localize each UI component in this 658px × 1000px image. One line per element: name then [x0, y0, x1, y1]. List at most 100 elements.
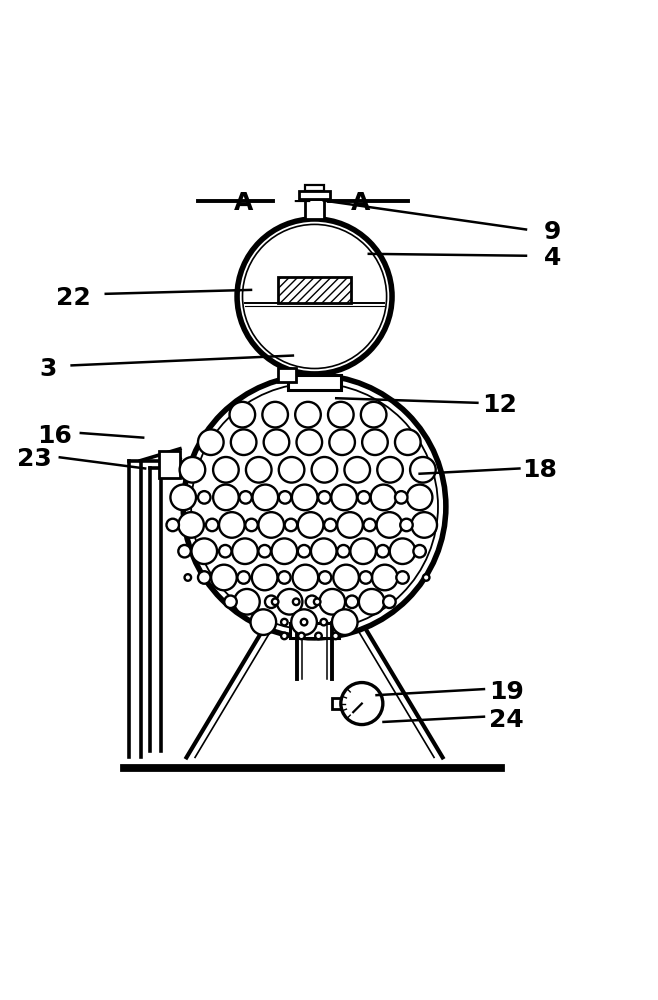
Circle shape	[298, 512, 324, 538]
Circle shape	[390, 538, 415, 564]
Circle shape	[277, 589, 303, 615]
Bar	[278, 368, 296, 382]
Circle shape	[350, 538, 376, 564]
Bar	[159, 451, 180, 478]
Circle shape	[359, 571, 372, 584]
Circle shape	[178, 545, 191, 557]
Circle shape	[293, 598, 299, 605]
Circle shape	[219, 512, 245, 538]
Circle shape	[213, 485, 239, 510]
Text: 24: 24	[489, 708, 524, 732]
Circle shape	[245, 519, 258, 531]
Circle shape	[410, 457, 436, 483]
Circle shape	[291, 609, 317, 635]
Circle shape	[324, 519, 336, 531]
Text: 18: 18	[522, 458, 557, 482]
Bar	[305, 199, 324, 219]
Circle shape	[311, 538, 336, 564]
Circle shape	[292, 485, 318, 510]
Circle shape	[278, 571, 291, 584]
Circle shape	[272, 538, 297, 564]
Text: 23: 23	[18, 447, 52, 471]
Circle shape	[345, 596, 358, 608]
Circle shape	[361, 402, 386, 427]
Circle shape	[234, 589, 260, 615]
Circle shape	[337, 545, 349, 557]
Circle shape	[198, 571, 211, 584]
Circle shape	[298, 633, 305, 639]
Circle shape	[400, 519, 413, 531]
Circle shape	[251, 609, 276, 635]
Circle shape	[395, 491, 407, 504]
Bar	[299, 191, 330, 199]
Circle shape	[411, 512, 437, 538]
Circle shape	[206, 519, 218, 531]
Circle shape	[211, 565, 237, 590]
Circle shape	[332, 633, 339, 639]
Circle shape	[359, 589, 384, 615]
Text: 12: 12	[482, 393, 517, 417]
Circle shape	[383, 596, 395, 608]
Circle shape	[337, 512, 363, 538]
Circle shape	[240, 491, 252, 504]
Circle shape	[263, 402, 288, 427]
Circle shape	[178, 512, 204, 538]
Circle shape	[198, 491, 211, 504]
Circle shape	[362, 429, 388, 455]
Circle shape	[320, 589, 345, 615]
Circle shape	[285, 519, 297, 531]
Circle shape	[259, 512, 284, 538]
Circle shape	[180, 457, 205, 483]
Circle shape	[259, 545, 271, 557]
Bar	[288, 375, 342, 390]
Bar	[278, 277, 351, 303]
Circle shape	[230, 402, 255, 427]
Circle shape	[333, 565, 359, 590]
Circle shape	[344, 457, 370, 483]
Circle shape	[279, 457, 305, 483]
Circle shape	[170, 485, 196, 510]
Circle shape	[252, 565, 278, 590]
Circle shape	[183, 375, 446, 638]
Text: A: A	[351, 191, 370, 215]
Circle shape	[184, 574, 191, 581]
Circle shape	[319, 571, 331, 584]
Circle shape	[370, 485, 396, 510]
Circle shape	[328, 402, 353, 427]
Circle shape	[297, 429, 322, 455]
Circle shape	[407, 485, 432, 510]
Text: ─: ─	[295, 191, 309, 215]
Circle shape	[213, 457, 239, 483]
Text: 22: 22	[55, 286, 90, 310]
Circle shape	[312, 457, 337, 483]
Circle shape	[232, 538, 258, 564]
Circle shape	[376, 545, 389, 557]
Circle shape	[372, 565, 397, 590]
Circle shape	[298, 545, 311, 557]
Text: 19: 19	[489, 680, 524, 704]
Bar	[332, 698, 341, 709]
Circle shape	[264, 429, 290, 455]
Circle shape	[357, 491, 370, 504]
Circle shape	[281, 619, 288, 625]
Text: A: A	[234, 191, 253, 215]
Circle shape	[329, 429, 355, 455]
Text: 9: 9	[544, 220, 561, 244]
Circle shape	[231, 429, 257, 455]
Circle shape	[293, 565, 318, 590]
Circle shape	[341, 683, 383, 725]
Circle shape	[306, 596, 318, 608]
Circle shape	[314, 598, 320, 605]
Circle shape	[279, 491, 291, 504]
Circle shape	[332, 609, 357, 635]
Circle shape	[320, 619, 327, 625]
Circle shape	[246, 457, 272, 483]
Circle shape	[423, 574, 430, 581]
Circle shape	[166, 519, 179, 531]
Circle shape	[224, 596, 237, 608]
Text: 16: 16	[37, 424, 72, 448]
Circle shape	[219, 545, 232, 557]
Circle shape	[331, 485, 357, 510]
Circle shape	[253, 485, 278, 510]
Circle shape	[318, 491, 330, 504]
